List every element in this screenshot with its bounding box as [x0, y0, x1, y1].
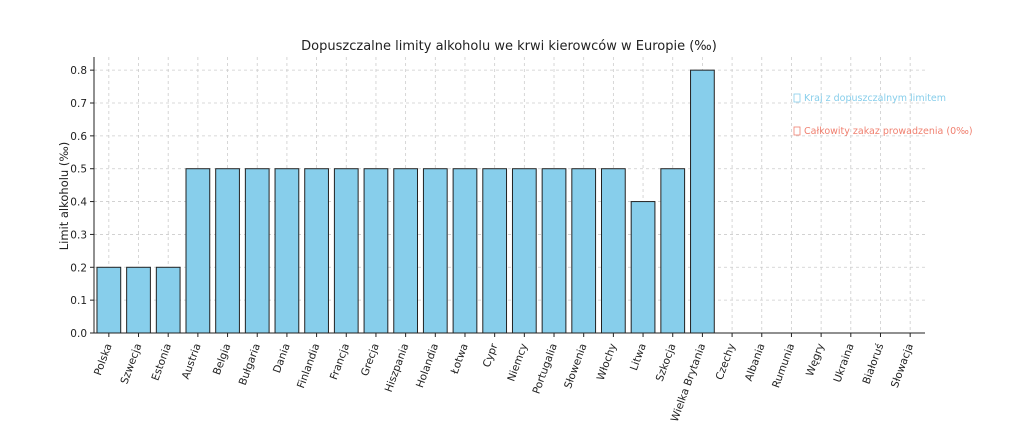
bar-wielka-brytania	[690, 69, 715, 334]
x-tick-label: Rumunia	[770, 342, 797, 390]
x-tick-label: Albania	[743, 342, 768, 383]
x-tick-label: Austria	[180, 342, 204, 381]
y-tick-label: 0.4	[70, 197, 87, 209]
bar-hiszpania	[393, 168, 418, 334]
x-tick-label: Belgia	[211, 342, 233, 377]
x-tick-label: Litwa	[628, 342, 649, 372]
x-tick-label: Polska	[92, 342, 115, 377]
bars	[96, 69, 715, 334]
y-tick-label: 0.2	[70, 262, 87, 274]
x-tick-label: Słowacja	[889, 342, 916, 390]
bar-szwecja	[126, 266, 151, 334]
bar-belgia	[215, 168, 240, 334]
bar-niemcy	[511, 168, 537, 334]
x-tick-label: Grecja	[359, 342, 382, 378]
x-tick-label: Szwecja	[119, 342, 145, 386]
bar-litwa	[630, 201, 656, 334]
bar-holandia	[422, 168, 448, 334]
x-tick-label: Czechy	[714, 342, 738, 382]
bar-estonia	[155, 266, 181, 334]
x-tick-label: Francja	[328, 342, 352, 382]
y-tick-label: 0.0	[70, 328, 87, 340]
axes	[90, 57, 925, 337]
x-tick-label: Estonia	[150, 342, 174, 382]
legend-swatch	[793, 93, 801, 103]
x-tick-label: Bułgaria	[237, 342, 263, 387]
y-tick-label: 0.7	[70, 98, 87, 110]
x-tick-label: Cypr	[481, 341, 501, 369]
bar-słowenia	[571, 168, 597, 334]
y-tick-label: 0.1	[70, 295, 87, 307]
legend-label: Kraj z dopuszczalnym limitem	[804, 93, 946, 104]
bar-dania	[274, 168, 300, 334]
x-tick-label: Białoruś	[861, 342, 887, 386]
y-tick-labels: 0.0 0.1 0.2 0.3 0.4 0.5 0.6 0.7 0.8	[70, 65, 87, 340]
legend-swatch	[793, 126, 801, 136]
x-tick-label: Słowenia	[562, 342, 589, 390]
x-tick-label: Hiszpania	[383, 342, 412, 394]
bar-finlandia	[304, 168, 329, 334]
bar-francja	[333, 168, 359, 334]
x-tick-label: Dania	[271, 342, 293, 375]
y-tick-label: 0.3	[70, 229, 87, 241]
legend-label: Całkowity zakaz prowadzenia (0‰)	[804, 126, 973, 137]
chart-title: Dopuszczalne limity alkoholu we krwi kie…	[301, 39, 717, 54]
y-tick-label: 0.5	[70, 164, 87, 176]
x-tick-label: Węgry	[804, 342, 827, 378]
bar-włochy	[601, 168, 626, 334]
bar-łotwa	[452, 168, 478, 334]
y-axis-title: Limit alkoholu (‰)	[57, 142, 71, 251]
bar-szkocja	[660, 168, 686, 334]
x-tick-label: Niemcy	[505, 342, 530, 383]
y-tick-label: 0.8	[70, 65, 87, 77]
bar-grecja	[363, 168, 389, 334]
x-tick-labels: Polska Szwecja Estonia Austria Belgia Bułgari…	[92, 341, 916, 423]
x-tick-label: Finlandia	[295, 342, 322, 390]
x-tick-label: Szkocja	[654, 342, 679, 383]
y-tick-label: 0.6	[70, 131, 87, 143]
x-tick-label: Holandia	[414, 342, 441, 390]
x-tick-label: Portugalia	[530, 342, 559, 396]
bar-portugalia	[541, 168, 567, 334]
bar-polska	[96, 266, 122, 334]
bar-bułgaria	[244, 168, 270, 334]
legend: Kraj z dopuszczalnym limitem Całkowity za…	[793, 93, 973, 137]
x-tick-label: Ukraina	[831, 342, 856, 384]
bar-austria	[185, 168, 211, 334]
x-tick-label: Łotwa	[448, 342, 470, 377]
bar-cypr	[482, 168, 508, 334]
x-tick-label: Włochy	[595, 342, 619, 382]
